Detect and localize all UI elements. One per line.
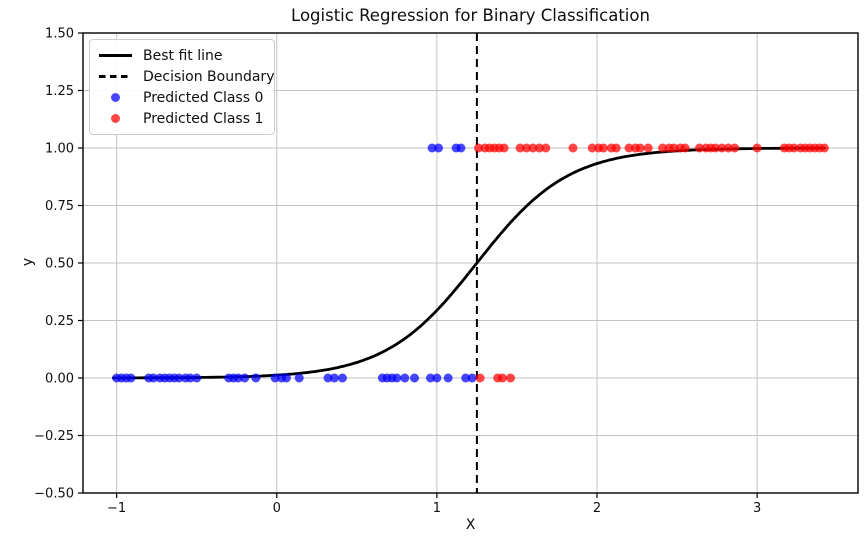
scatter-point-class1	[819, 143, 829, 153]
scatter-point-class1	[528, 143, 538, 153]
scatter-point-class0	[270, 373, 280, 383]
scatter-point-class1	[541, 143, 551, 153]
legend-item-decision-boundary: Decision Boundary	[99, 69, 274, 85]
scatter-point-class1	[730, 143, 740, 153]
y-tick-label: 0.00	[45, 372, 74, 387]
scatter-point-class1	[669, 143, 679, 153]
scatter-point-class1	[475, 373, 485, 383]
scatter-point-class1	[658, 143, 668, 153]
class1-dot-swatch-box	[99, 113, 132, 124]
scatter-point-class1	[789, 143, 799, 153]
scatter-point-class1	[680, 143, 690, 153]
scatter-point-class1	[635, 143, 645, 153]
y-axis-label: y	[20, 257, 37, 267]
scatter-point-class0	[251, 373, 261, 383]
scatter-point-class0	[392, 373, 402, 383]
legend-label-decision-boundary: Decision Boundary	[143, 68, 275, 85]
scatter-point-class0	[400, 373, 410, 383]
scatter-point-class1	[534, 143, 544, 153]
scatter-point-class0	[329, 373, 339, 383]
x-tick-label: 3	[753, 501, 761, 516]
scatter-point-class0	[126, 373, 136, 383]
scatter-point-class0	[192, 373, 202, 383]
scatter-point-class1	[499, 143, 509, 153]
scatter-point-class0	[443, 373, 453, 383]
y-tick-label: 1.00	[45, 142, 74, 157]
dashed-line-icon	[99, 75, 132, 78]
scatter-point-class0	[432, 373, 442, 383]
class0-dot-swatch-box	[99, 92, 132, 103]
scatter-point-class0	[427, 143, 437, 153]
scatter-point-class1	[498, 373, 507, 383]
y-tick-label: 0.25	[45, 314, 74, 329]
scatter-point-class0	[456, 143, 466, 153]
solid-line-swatch-box	[99, 54, 132, 57]
scatter-point-class1	[624, 143, 634, 153]
x-axis-label: X	[465, 517, 476, 533]
scatter-point-class1	[752, 143, 762, 153]
scatter-point-class1	[474, 143, 483, 153]
scatter-point-class1	[695, 143, 704, 153]
scatter-point-class0	[240, 373, 250, 383]
y-tick-label: 0.75	[45, 199, 74, 214]
legend-label-class1: Predicted Class 1	[143, 110, 264, 127]
scatter-point-class0	[434, 143, 443, 153]
scatter-point-class0	[410, 373, 419, 383]
class1-dot-icon	[110, 113, 121, 124]
y-tick-label: 0.50	[45, 257, 74, 272]
scatter-point-class0	[185, 373, 195, 383]
y-tick-label: −0.25	[34, 429, 74, 444]
chart-title: Logistic Regression for Binary Classific…	[291, 6, 650, 25]
legend-item-best-fit-line: Best fit line	[99, 47, 264, 64]
y-tick-label: −0.50	[34, 487, 74, 502]
scatter-point-class0	[467, 373, 477, 383]
y-tick-label: 1.50	[45, 27, 74, 42]
scatter-point-class0	[323, 373, 333, 383]
scatter-point-class1	[717, 143, 727, 153]
scatter-point-class1	[506, 373, 515, 383]
scatter-point-class1	[515, 143, 525, 153]
scatter-point-class1	[611, 143, 621, 153]
class0-dot-icon	[110, 92, 121, 103]
dashed-line-swatch-box	[99, 75, 132, 78]
solid-line-icon	[99, 54, 132, 57]
scatter-point-class1	[711, 143, 720, 153]
legend-label-class0: Predicted Class 0	[143, 89, 264, 106]
x-tick-label: 0	[273, 501, 281, 516]
scatter-point-class0	[233, 373, 243, 383]
scatter-point-class1	[587, 143, 597, 153]
scatter-point-class0	[426, 373, 435, 383]
scatter-point-class0	[294, 373, 304, 383]
x-tick-label: 1	[433, 501, 441, 516]
scatter-point-class0	[461, 373, 471, 383]
scatter-point-class0	[281, 373, 291, 383]
legend: Best fit line Decision Boundary Predicte…	[89, 39, 275, 135]
scatter-point-class1	[723, 143, 733, 153]
scatter-point-class0	[174, 373, 184, 383]
scatter-point-class0	[337, 373, 347, 383]
x-tick-label: 2	[593, 501, 601, 516]
scatter-point-class1	[598, 143, 608, 153]
x-tick-label: −1	[107, 501, 126, 516]
scatter-point-class1	[568, 143, 578, 153]
scatter-point-class0	[149, 373, 158, 383]
legend-item-class1: Predicted Class 1	[99, 110, 264, 127]
scatter-point-class1	[522, 143, 531, 153]
scatter-point-class1	[643, 143, 653, 153]
legend-item-class0: Predicted Class 0	[99, 89, 264, 106]
legend-label-best-fit-line: Best fit line	[143, 47, 223, 64]
y-tick-label: 1.25	[45, 84, 74, 99]
